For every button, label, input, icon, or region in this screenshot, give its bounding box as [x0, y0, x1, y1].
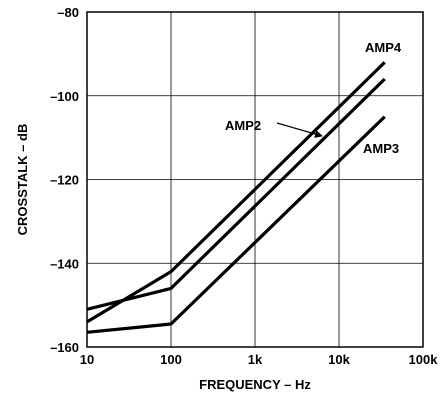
- series-annotations: AMP4 AMP2 AMP3: [225, 40, 402, 156]
- y-tick-label: –100: [50, 89, 79, 104]
- series-line-amp4: [86, 61, 386, 324]
- y-tick-label: –140: [50, 256, 79, 271]
- y-axis-title: CROSSTALK – dB: [15, 124, 30, 236]
- y-tick-label: –80: [57, 5, 79, 20]
- y-tick-label: –160: [50, 340, 79, 355]
- x-tick-label: 100: [160, 352, 182, 367]
- x-tick-label: 100k: [409, 352, 439, 367]
- x-tick-label: 10k: [328, 352, 350, 367]
- annotation-arrow: [276, 122, 323, 138]
- x-tick-label: 1k: [248, 352, 263, 367]
- y-tick-labels: –80 –100 –120 –140 –160: [50, 5, 79, 355]
- plot-frame: [86, 11, 424, 348]
- y-tick-label: –120: [50, 173, 79, 188]
- series-label-amp3: AMP3: [363, 141, 399, 156]
- x-tick-labels: 10 100 1k 10k 100k: [80, 352, 438, 367]
- series-line-amp2: [86, 77, 386, 311]
- series-label-amp2: AMP2: [225, 118, 261, 133]
- series-label-amp4: AMP4: [365, 40, 402, 55]
- series-line-amp3: [86, 115, 386, 334]
- x-tick-label: 10: [80, 352, 94, 367]
- series-layer: [86, 61, 386, 334]
- x-axis-title: FREQUENCY – Hz: [199, 377, 311, 392]
